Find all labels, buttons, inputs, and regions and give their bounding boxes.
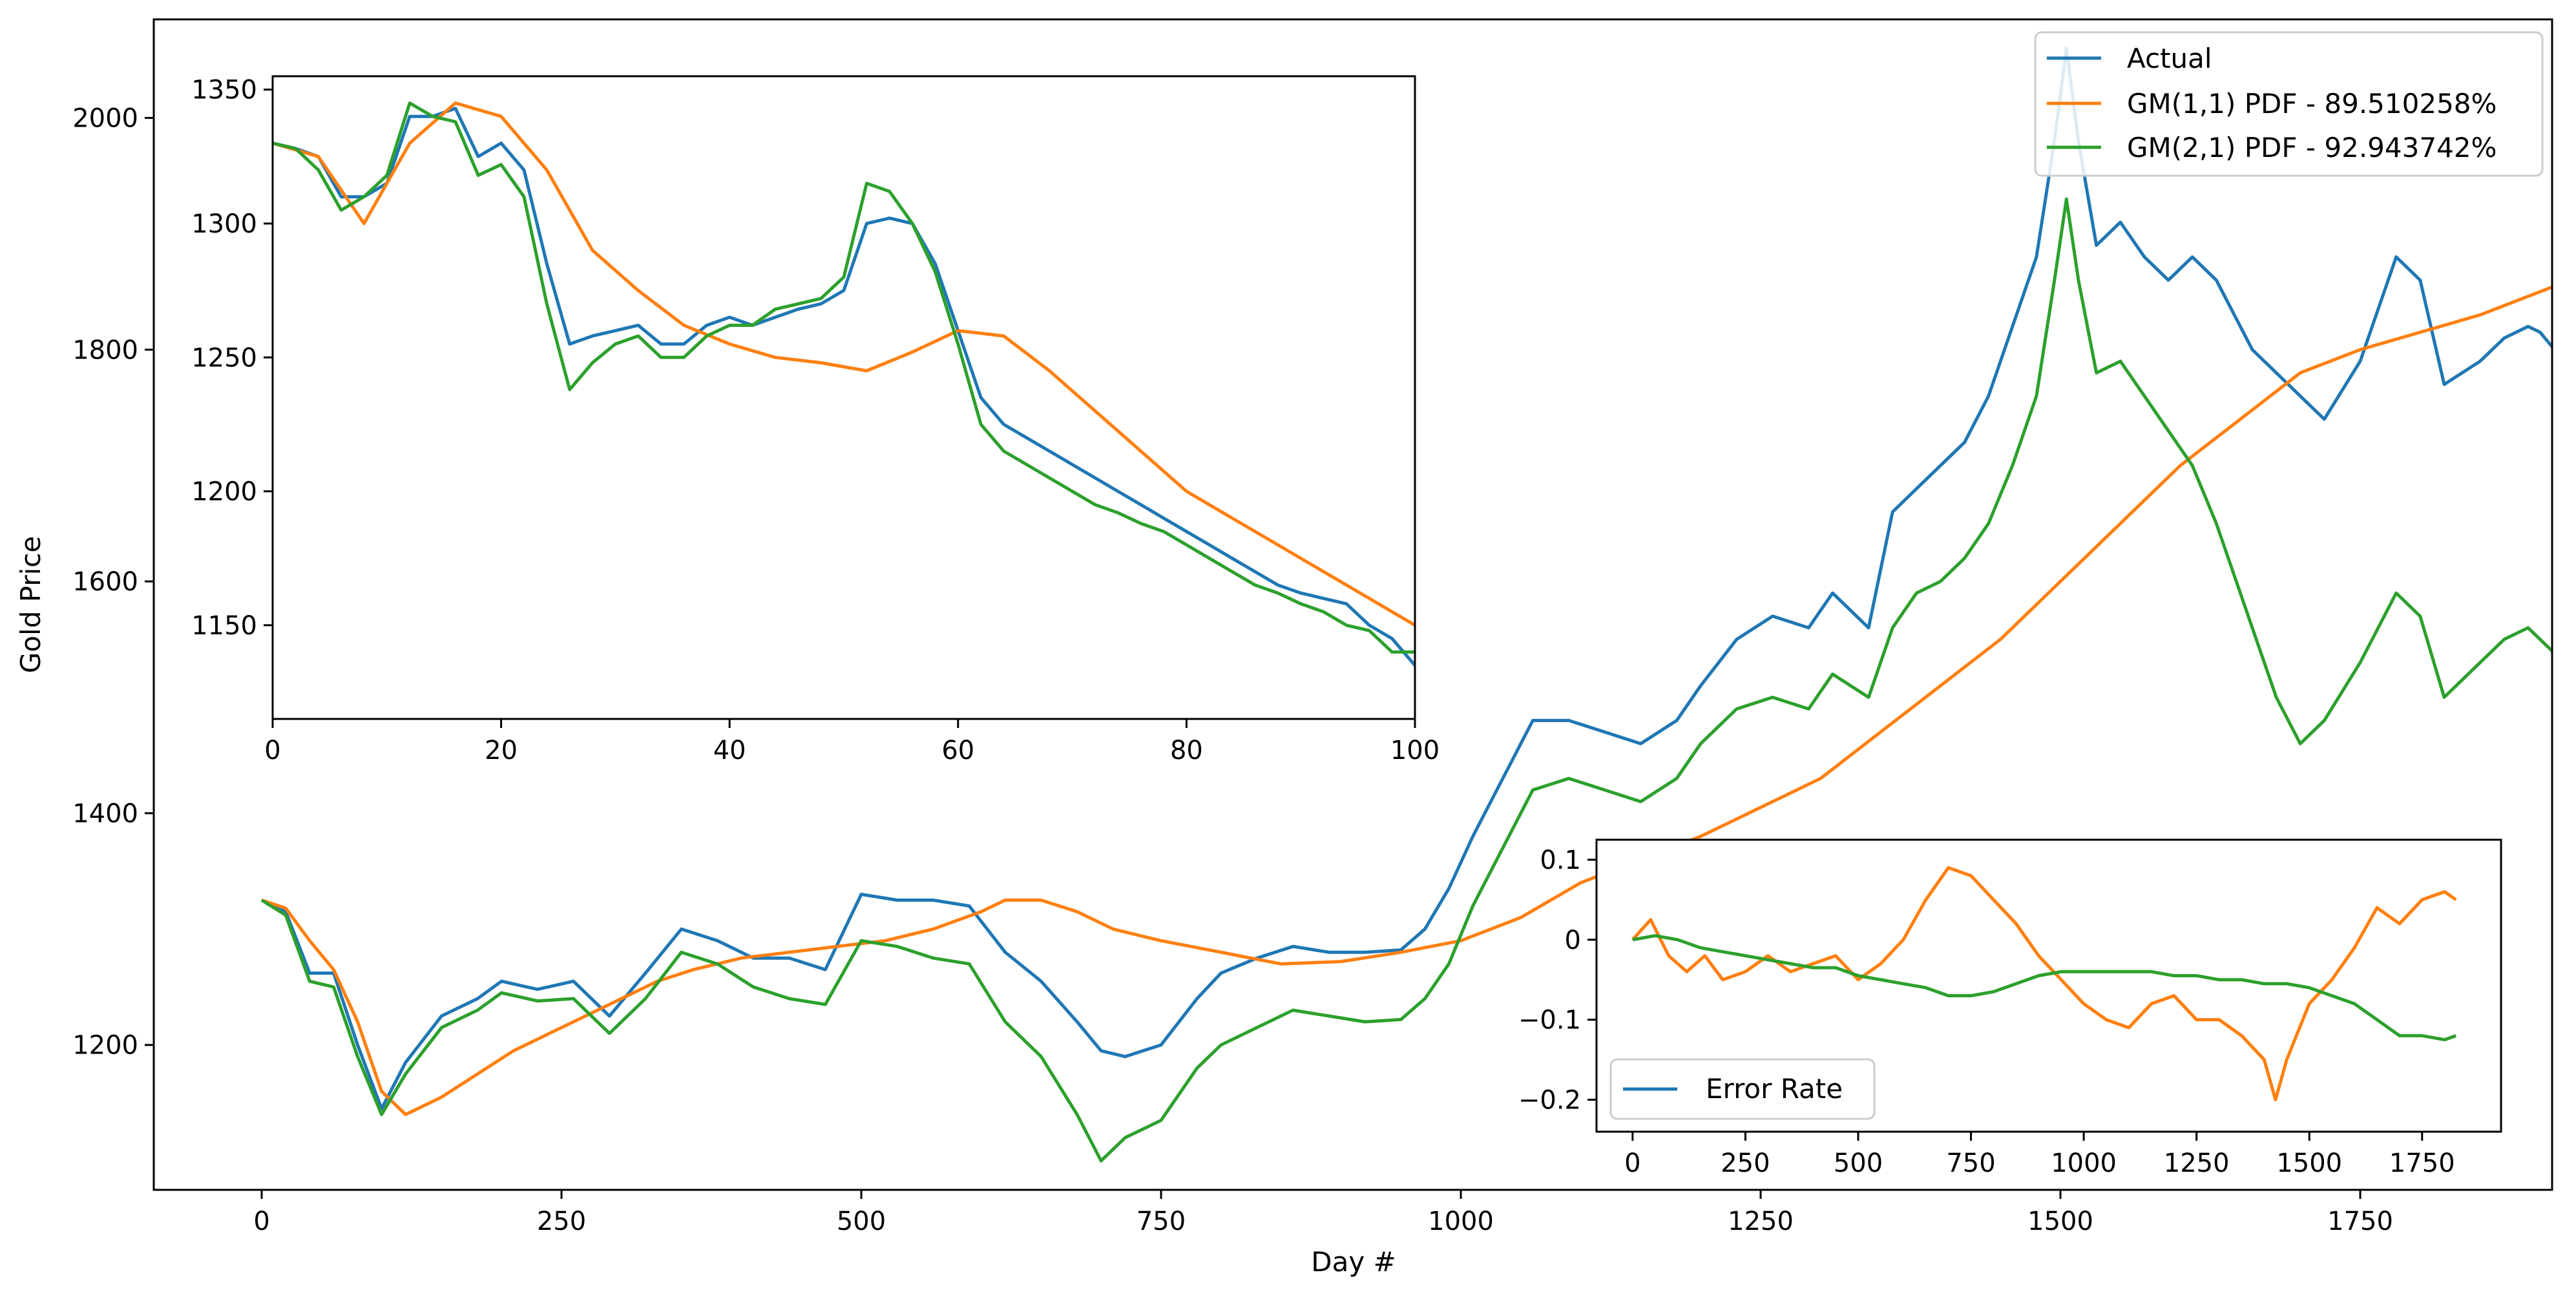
main-series-0-line bbox=[260, 47, 2552, 1110]
legend-label-gm21: GM(2,1) PDF - 92.943742% bbox=[2127, 132, 2497, 163]
error-inset-x-tick-label: 1000 bbox=[2051, 1148, 2117, 1178]
zoom-inset-y-tick-label: 1300 bbox=[191, 209, 257, 239]
legend: Actual GM(1,1) PDF - 89.510258% GM(2,1) … bbox=[2034, 31, 2544, 177]
main-series-1-line bbox=[261, 285, 2552, 1116]
zoom-inset-y-tick-label: 1250 bbox=[191, 343, 257, 373]
zoom-inset-x-tick-label: 100 bbox=[1390, 736, 1440, 765]
error-inset-y-tick-label: 0.1 bbox=[1540, 846, 1581, 875]
zoom-inset-x-tick-label: 20 bbox=[485, 736, 518, 765]
zoom-inset-x-tick-label: 60 bbox=[941, 736, 974, 765]
main-x-tick-label: 750 bbox=[1136, 1207, 1186, 1236]
zoom-inset-series-2-line bbox=[273, 101, 1415, 654]
zoom-inset-y-tick-label: 1350 bbox=[191, 76, 257, 105]
error-legend-label: Error Rate bbox=[1706, 1073, 1843, 1105]
error-inset-x-tick-label: 250 bbox=[1721, 1148, 1770, 1178]
error-inset-y-tick-label: −0.2 bbox=[1518, 1085, 1581, 1115]
zoom-inset-x-tick-label: 40 bbox=[713, 736, 746, 765]
zoom-series-group bbox=[273, 101, 1415, 667]
error-inset-x-tick-label: 0 bbox=[1624, 1148, 1640, 1178]
main-y-tick-label: 1600 bbox=[72, 567, 138, 597]
error-inset-x-tick-label: 1500 bbox=[2276, 1148, 2342, 1178]
zoom-ticks: 0 20 40 60 80 100 1150 1200 1250 1300 1350 bbox=[191, 76, 1440, 765]
main-series-2-line bbox=[260, 197, 2552, 1163]
error-inset-y-tick-label: 0 bbox=[1565, 926, 1581, 955]
main-series-group bbox=[260, 47, 2552, 1163]
zoom-inset-x-tick-label: 80 bbox=[1170, 736, 1203, 765]
error-inset-series-1-line bbox=[1632, 934, 2457, 1042]
main-y-tick-label: 1200 bbox=[72, 1031, 138, 1061]
main-x-tick-label: 1750 bbox=[2327, 1207, 2393, 1236]
main-x-tick-label: 1000 bbox=[1428, 1207, 1494, 1236]
error-legend: Error Rate bbox=[1609, 1058, 1876, 1120]
error-inset-x-tick-label: 1250 bbox=[2164, 1148, 2230, 1178]
error-inset-x-tick-label: 1750 bbox=[2389, 1148, 2455, 1178]
main-y-tick-label: 1400 bbox=[72, 799, 138, 829]
main-x-tick-label: 1250 bbox=[1728, 1207, 1794, 1236]
x-axis-title: Day # bbox=[1311, 1246, 1396, 1278]
main-x-tick-label: 0 bbox=[253, 1207, 269, 1236]
main-ticks: 0 250 500 750 1000 1250 1500 175012001400160018… bbox=[72, 103, 2393, 1236]
main-x-tick-label: 500 bbox=[837, 1207, 886, 1236]
error-inset-y-tick-label: −0.1 bbox=[1518, 1006, 1581, 1035]
zoom-inset: 0 20 40 60 80 100 1150 1200 1250 1300 1350 bbox=[191, 75, 1440, 765]
error-inset-x-tick-label: 500 bbox=[1834, 1148, 1883, 1178]
zoom-inset-y-tick-label: 1150 bbox=[191, 611, 257, 641]
zoom-inset-x-tick-label: 0 bbox=[264, 736, 280, 765]
y-axis-title: Gold Price bbox=[15, 536, 47, 673]
error-ticks: 0 250 500 750 1000 1250 1500 1750 0.1 0 −0.1 −0.2 bbox=[1518, 846, 2455, 1178]
zoom-inset-y-tick-label: 1200 bbox=[191, 477, 257, 507]
main-y-tick-label: 1800 bbox=[72, 335, 138, 365]
error-series-group bbox=[1631, 866, 2457, 1101]
legend-label-gm11: GM(1,1) PDF - 89.510258% bbox=[2127, 88, 2497, 120]
main-x-tick-label: 1500 bbox=[2027, 1207, 2093, 1236]
main-y-tick-label: 2000 bbox=[72, 103, 138, 133]
legend-label-actual: Actual bbox=[2127, 43, 2212, 74]
zoom-inset-series-1-line bbox=[273, 101, 1415, 627]
zoom-inset-series-0-line bbox=[273, 107, 1415, 667]
main-x-tick-label: 250 bbox=[537, 1207, 586, 1236]
error-rate-inset: 0 250 500 750 1000 1250 1500 1750 0.1 0 −0.1 −0.2 E… bbox=[1518, 838, 2502, 1178]
error-inset-x-tick-label: 750 bbox=[1946, 1148, 1995, 1178]
